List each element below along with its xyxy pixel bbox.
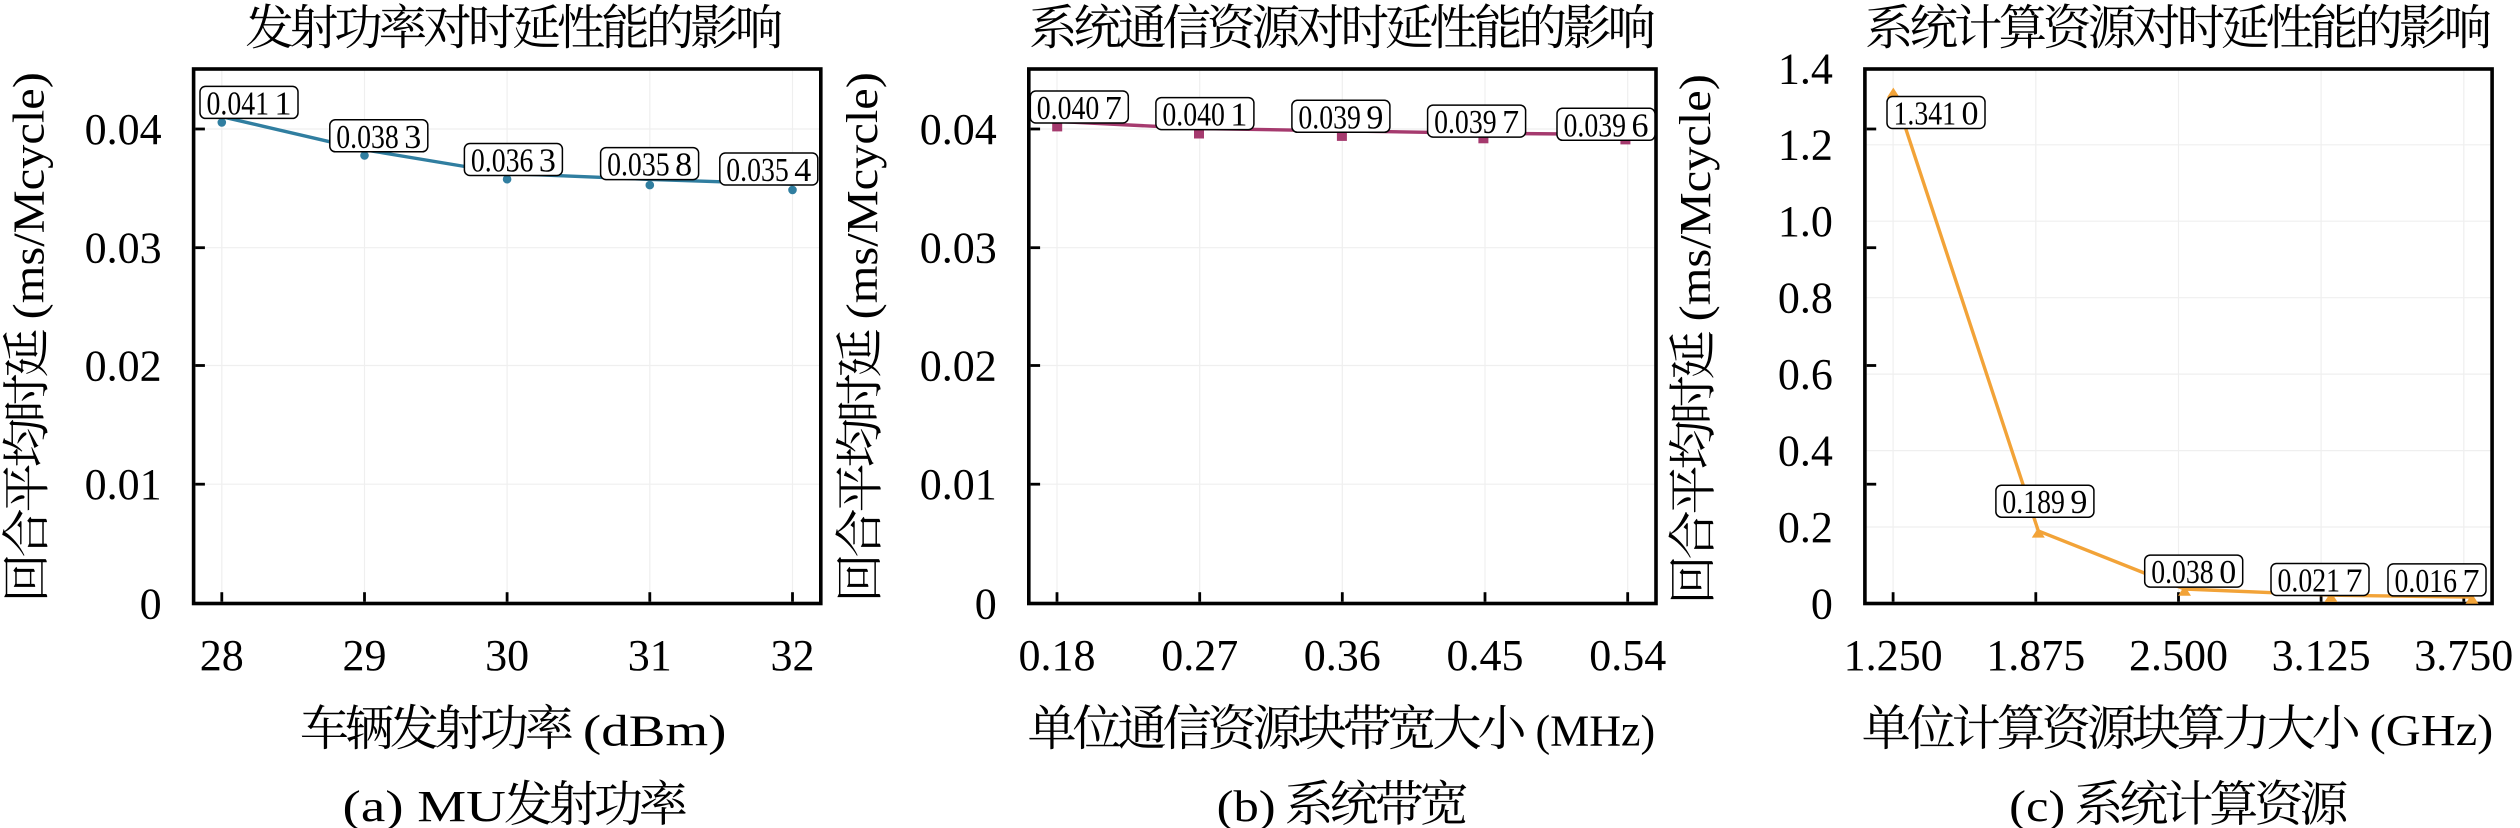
svg-text:31: 31: [628, 631, 672, 680]
svg-text:0.035: 0.035: [607, 147, 670, 184]
svg-text:0: 0: [1811, 579, 1833, 628]
svg-text:4: 4: [794, 152, 811, 189]
svg-text:7: 7: [1502, 104, 1519, 141]
svg-text:(GHz): (GHz): [2370, 706, 2494, 755]
svg-text:1.4: 1.4: [1778, 44, 1833, 93]
svg-text:(MHz): (MHz): [1536, 706, 1656, 755]
svg-text:0.038: 0.038: [336, 119, 399, 156]
svg-text:7: 7: [2463, 563, 2480, 600]
svg-text:1.250: 1.250: [1844, 631, 1943, 680]
svg-text:29: 29: [343, 631, 387, 680]
svg-text:0.03: 0.03: [920, 224, 997, 273]
svg-text:0.04: 0.04: [85, 105, 162, 154]
svg-text:0.036: 0.036: [471, 143, 534, 180]
svg-text:0.04: 0.04: [920, 105, 997, 154]
svg-text:0.03: 0.03: [85, 224, 162, 273]
svg-text:0.45: 0.45: [1447, 631, 1524, 680]
svg-text:0: 0: [1962, 96, 1979, 133]
svg-text:3.125: 3.125: [2272, 631, 2371, 680]
svg-text:0.016: 0.016: [2395, 563, 2458, 600]
svg-text:(a) MU: (a) MU: [343, 782, 506, 828]
svg-text:1.875: 1.875: [1986, 631, 2085, 680]
svg-text:0.041: 0.041: [207, 85, 270, 122]
svg-text:1: 1: [275, 85, 292, 122]
svg-text:(ms/Mcycle): (ms/Mcycle): [5, 72, 54, 319]
svg-text:(ms/Mcycle): (ms/Mcycle): [838, 72, 887, 319]
svg-text:0.039: 0.039: [1564, 107, 1627, 144]
svg-text:3: 3: [539, 143, 556, 180]
svg-text:0.27: 0.27: [1161, 631, 1238, 680]
svg-text:7: 7: [1105, 90, 1122, 127]
svg-text:0.039: 0.039: [1434, 104, 1497, 141]
svg-text:9: 9: [2070, 484, 2087, 521]
svg-text:1.341: 1.341: [1894, 96, 1957, 133]
svg-text:0.18: 0.18: [1019, 631, 1096, 680]
svg-text:0.02: 0.02: [920, 341, 997, 390]
svg-text:0.01: 0.01: [85, 460, 162, 509]
svg-text:1.0: 1.0: [1778, 197, 1833, 246]
svg-text:0.038: 0.038: [2151, 554, 2214, 591]
svg-text:8: 8: [675, 147, 692, 184]
svg-text:(ms/Mcycle): (ms/Mcycle): [1671, 74, 1720, 321]
svg-text:6: 6: [1632, 107, 1649, 144]
svg-text:0.4: 0.4: [1778, 427, 1833, 476]
svg-text:28: 28: [200, 631, 244, 680]
svg-text:2.500: 2.500: [2129, 631, 2228, 680]
svg-text:0.040: 0.040: [1162, 97, 1225, 134]
svg-text:0: 0: [975, 579, 997, 628]
svg-text:9: 9: [1366, 99, 1383, 136]
svg-text:32: 32: [771, 631, 815, 680]
svg-text:0.021: 0.021: [2278, 563, 2341, 600]
svg-text:0.189: 0.189: [2002, 484, 2064, 521]
svg-text:0.54: 0.54: [1589, 631, 1666, 680]
svg-text:3.750: 3.750: [2414, 631, 2513, 680]
svg-text:(b): (b): [1217, 782, 1276, 828]
svg-text:30: 30: [485, 631, 529, 680]
svg-text:0.01: 0.01: [920, 460, 997, 509]
svg-text:0.035: 0.035: [726, 152, 789, 189]
svg-text:1: 1: [1230, 97, 1247, 134]
svg-text:1.2: 1.2: [1778, 121, 1833, 170]
svg-text:0: 0: [2219, 554, 2236, 591]
svg-text:0.6: 0.6: [1778, 350, 1833, 399]
svg-text:0.039: 0.039: [1298, 99, 1361, 136]
svg-text:0.2: 0.2: [1778, 503, 1833, 552]
svg-text:7: 7: [2346, 563, 2363, 600]
svg-text:0: 0: [140, 579, 162, 628]
svg-text:(c): (c): [2009, 782, 2065, 828]
svg-text:0.040: 0.040: [1037, 90, 1100, 127]
svg-text:3: 3: [404, 119, 421, 156]
svg-text:0.02: 0.02: [85, 341, 162, 390]
svg-text:0.8: 0.8: [1778, 274, 1833, 323]
svg-text:(dBm): (dBm): [583, 706, 727, 755]
svg-text:0.36: 0.36: [1304, 631, 1381, 680]
